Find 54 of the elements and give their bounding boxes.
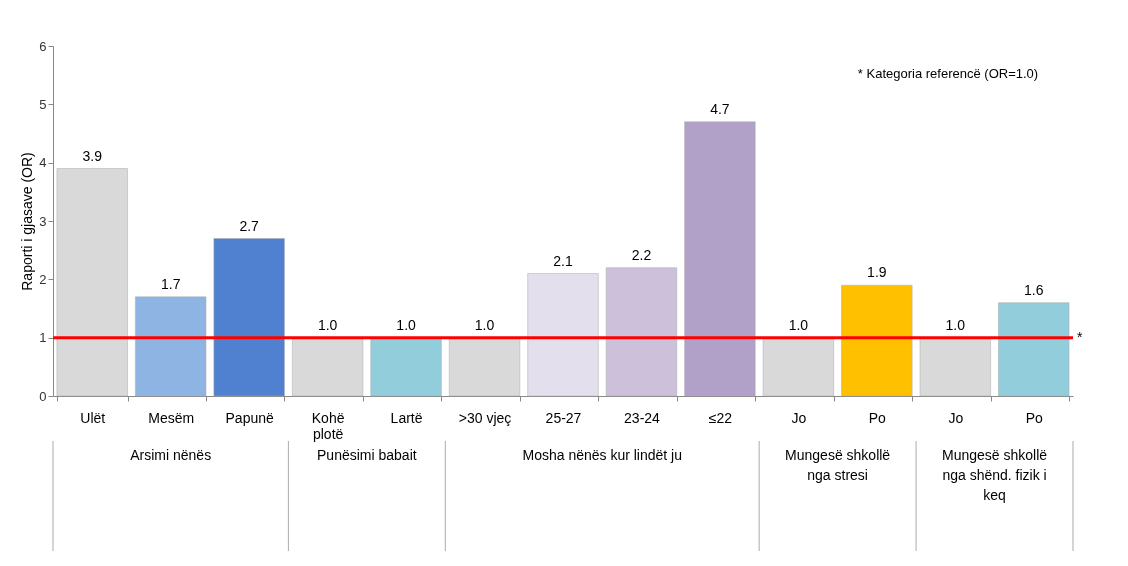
annotation: * Kategoria referencë (OR=1.0) bbox=[857, 66, 1039, 81]
x-tick-label: >30 vjeç bbox=[458, 409, 512, 426]
y-tick-label: 1 bbox=[39, 330, 47, 346]
bar bbox=[213, 238, 285, 397]
data-label: 1.0 bbox=[317, 316, 338, 333]
text: Punësimi babait bbox=[317, 447, 417, 463]
bar bbox=[448, 337, 521, 397]
x-tick-label: ≤22 bbox=[708, 409, 733, 426]
bar bbox=[998, 302, 1070, 397]
x-tick-label: Ulët bbox=[80, 409, 106, 426]
y-tick-label: 2 bbox=[39, 271, 47, 287]
x-tick-label: Mesëm bbox=[148, 409, 195, 426]
bar bbox=[135, 296, 207, 397]
data-label: 1.0 bbox=[474, 316, 495, 333]
x-tick-label: Papunë bbox=[225, 409, 274, 426]
data-label: 1.0 bbox=[396, 316, 417, 333]
y-tick-label: 3 bbox=[39, 213, 47, 229]
bar bbox=[684, 121, 756, 397]
text: Arsimi nënës bbox=[130, 447, 212, 463]
bar bbox=[605, 267, 678, 397]
text: Mosha nënës kur lindët ju bbox=[522, 447, 682, 463]
bar bbox=[370, 337, 442, 397]
y-tick-label: 4 bbox=[39, 155, 47, 171]
bar bbox=[56, 168, 128, 397]
data-label: 2.2 bbox=[631, 246, 652, 263]
data-label: 1.7 bbox=[160, 275, 181, 292]
data-label: 1.0 bbox=[945, 316, 966, 333]
data-label: 3.9 bbox=[82, 147, 103, 164]
data-label: 1.9 bbox=[867, 264, 887, 281]
y-axis-title: Raporti i gjasave (OR) bbox=[19, 152, 36, 291]
data-label: 2.1 bbox=[553, 252, 573, 269]
x-tick-label: Jo bbox=[948, 409, 964, 426]
bar bbox=[762, 337, 834, 397]
y-tick-label: 0 bbox=[39, 388, 47, 404]
x-tick-label: Po bbox=[1025, 409, 1044, 426]
y-tick-label: 6 bbox=[39, 38, 47, 54]
x-tick-label: Po bbox=[868, 409, 887, 426]
text: Mungesë shkollë nga stresi bbox=[785, 447, 891, 483]
bar bbox=[841, 284, 913, 397]
bar bbox=[919, 337, 991, 397]
x-tick-label: 23-24 bbox=[624, 409, 661, 426]
data-label: 1.0 bbox=[788, 316, 809, 333]
x-tick-label: Lartë bbox=[390, 409, 423, 426]
bar bbox=[292, 337, 364, 397]
x-tick-label: Jo bbox=[791, 409, 807, 426]
x-tick-label: Kohë plotë bbox=[311, 409, 345, 442]
data-label: 1.6 bbox=[1024, 281, 1044, 298]
text: Mungesë shkollë nga shënd. fizik i keq bbox=[942, 447, 1048, 503]
data-label: 2.7 bbox=[239, 217, 260, 234]
y-tick-label: 5 bbox=[39, 96, 47, 112]
data-label: 4.7 bbox=[710, 100, 730, 117]
ref-line-label: * bbox=[1077, 328, 1083, 345]
x-tick-label: 25-27 bbox=[545, 409, 582, 426]
bar bbox=[527, 273, 599, 397]
